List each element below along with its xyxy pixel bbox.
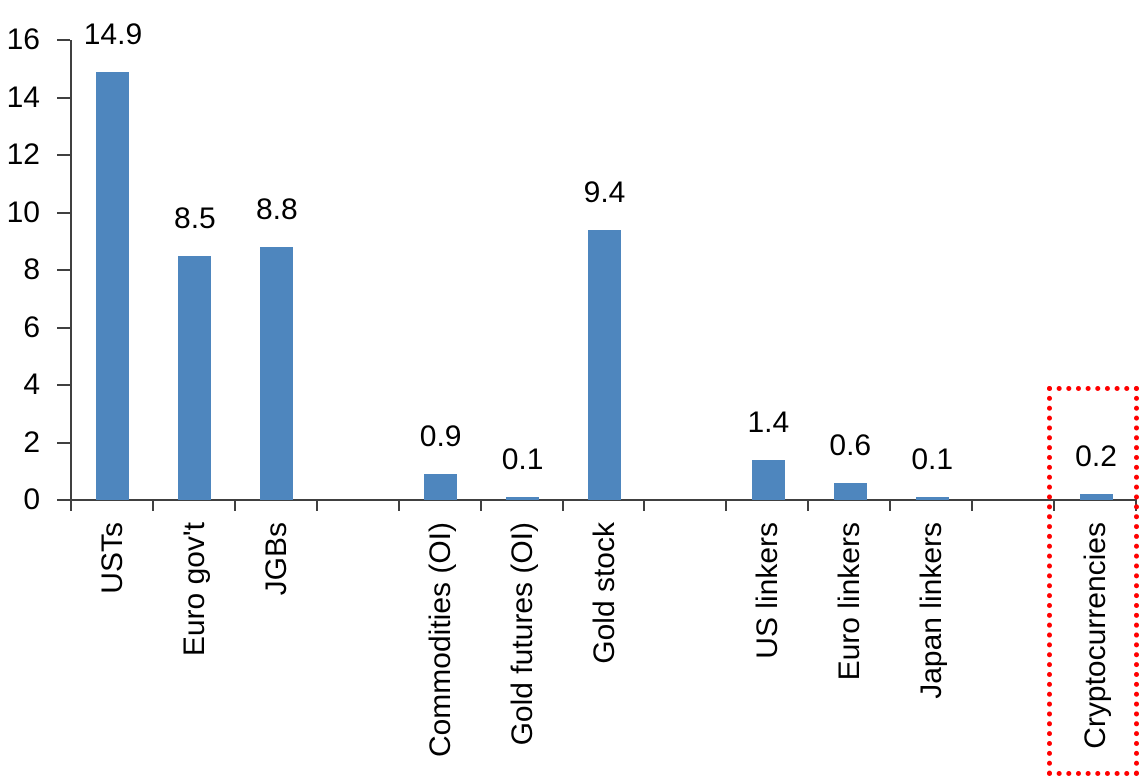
x-axis-tick <box>889 500 891 511</box>
x-axis-tick <box>643 500 645 511</box>
bar-japan-linkers <box>915 497 949 500</box>
value-label-usts: 14.9 <box>83 17 143 51</box>
bar-cryptocurrencies <box>1079 494 1113 500</box>
x-axis-tick <box>480 500 482 511</box>
category-label-us-linkers: US linkers <box>751 522 785 659</box>
x-axis <box>70 499 1137 501</box>
y-axis-tick <box>57 384 70 386</box>
value-label-us-linkers: 1.4 <box>747 405 790 439</box>
highlight-box-cryptocurrencies <box>1047 386 1139 776</box>
value-label-cryptocurrencies: 0.2 <box>1075 440 1117 474</box>
category-label-gold-futures-oi: Gold futures (OI) <box>505 522 539 746</box>
y-axis-tick-label: 2 <box>23 425 40 459</box>
y-axis-tick <box>57 39 70 41</box>
value-label-jgbs: 8.8 <box>255 193 298 226</box>
x-axis-tick <box>152 500 154 511</box>
y-axis-tick-label: 14 <box>6 80 40 114</box>
x-axis-tick <box>316 500 318 511</box>
y-axis-tick-label: 16 <box>6 23 40 56</box>
value-label-gold-futures-oi: 0.1 <box>501 443 544 477</box>
x-axis-tick <box>70 500 72 511</box>
bar-usts <box>96 71 130 500</box>
bar-us-linkers <box>751 459 785 500</box>
y-axis-tick-label: 4 <box>23 368 40 401</box>
x-axis-tick <box>807 500 809 511</box>
value-label-euro-linkers: 0.6 <box>829 428 872 462</box>
x-axis-tick <box>234 500 236 511</box>
value-label-euro-gov-t: 8.5 <box>174 201 216 235</box>
bar-euro-gov-t <box>178 255 212 500</box>
value-label-japan-linkers: 0.1 <box>911 443 954 477</box>
y-axis-tick <box>57 154 70 156</box>
category-label-japan-linkers: Japan linkers <box>915 522 949 699</box>
y-axis-tick <box>57 499 70 501</box>
bar-gold-stock <box>588 229 621 500</box>
y-axis-tick <box>57 269 70 271</box>
y-axis-tick <box>57 211 70 214</box>
category-label-euro-gov-t: Euro gov't <box>177 522 211 657</box>
y-axis-tick <box>57 326 70 329</box>
y-axis-tick-label: 6 <box>23 310 40 344</box>
category-label-commodities-oi: Commodities (OI) <box>423 522 457 758</box>
x-axis-tick <box>398 500 400 511</box>
y-axis <box>70 40 72 511</box>
bar-gold-futures-oi <box>506 497 540 500</box>
y-axis-tick <box>57 441 70 444</box>
y-axis-tick-label: 10 <box>6 195 40 229</box>
category-label-usts: USTs <box>95 522 129 594</box>
y-axis-tick-label: 12 <box>6 138 40 171</box>
bar-euro-linkers <box>833 482 867 500</box>
category-label-gold-stock: Gold stock <box>587 522 621 664</box>
x-axis-tick <box>725 500 727 511</box>
x-axis-tick <box>971 500 973 511</box>
y-axis-tick <box>57 96 70 99</box>
x-axis-tick <box>562 500 564 511</box>
x-axis-tick <box>1053 500 1055 511</box>
category-label-jgbs: JGBs <box>259 522 293 596</box>
value-label-gold-stock: 9.4 <box>583 175 626 209</box>
value-label-commodities-oi: 0.9 <box>419 420 462 454</box>
y-axis-tick-label: 8 <box>23 253 40 286</box>
y-axis-tick-label: 0 <box>23 483 40 516</box>
category-label-euro-linkers: Euro linkers <box>833 522 867 681</box>
bar-jgbs <box>260 247 294 500</box>
bar-commodities-oi <box>424 474 458 500</box>
